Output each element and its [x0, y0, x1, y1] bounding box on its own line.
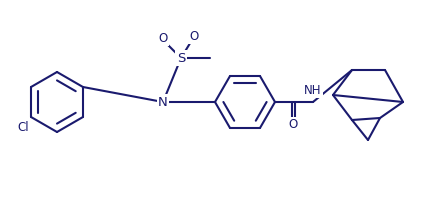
Text: S: S: [177, 51, 185, 64]
Text: NH: NH: [304, 84, 322, 97]
Text: O: O: [189, 29, 199, 42]
Text: O: O: [289, 118, 298, 131]
Text: N: N: [158, 96, 168, 109]
Text: O: O: [159, 32, 168, 45]
Text: Cl: Cl: [17, 121, 29, 134]
